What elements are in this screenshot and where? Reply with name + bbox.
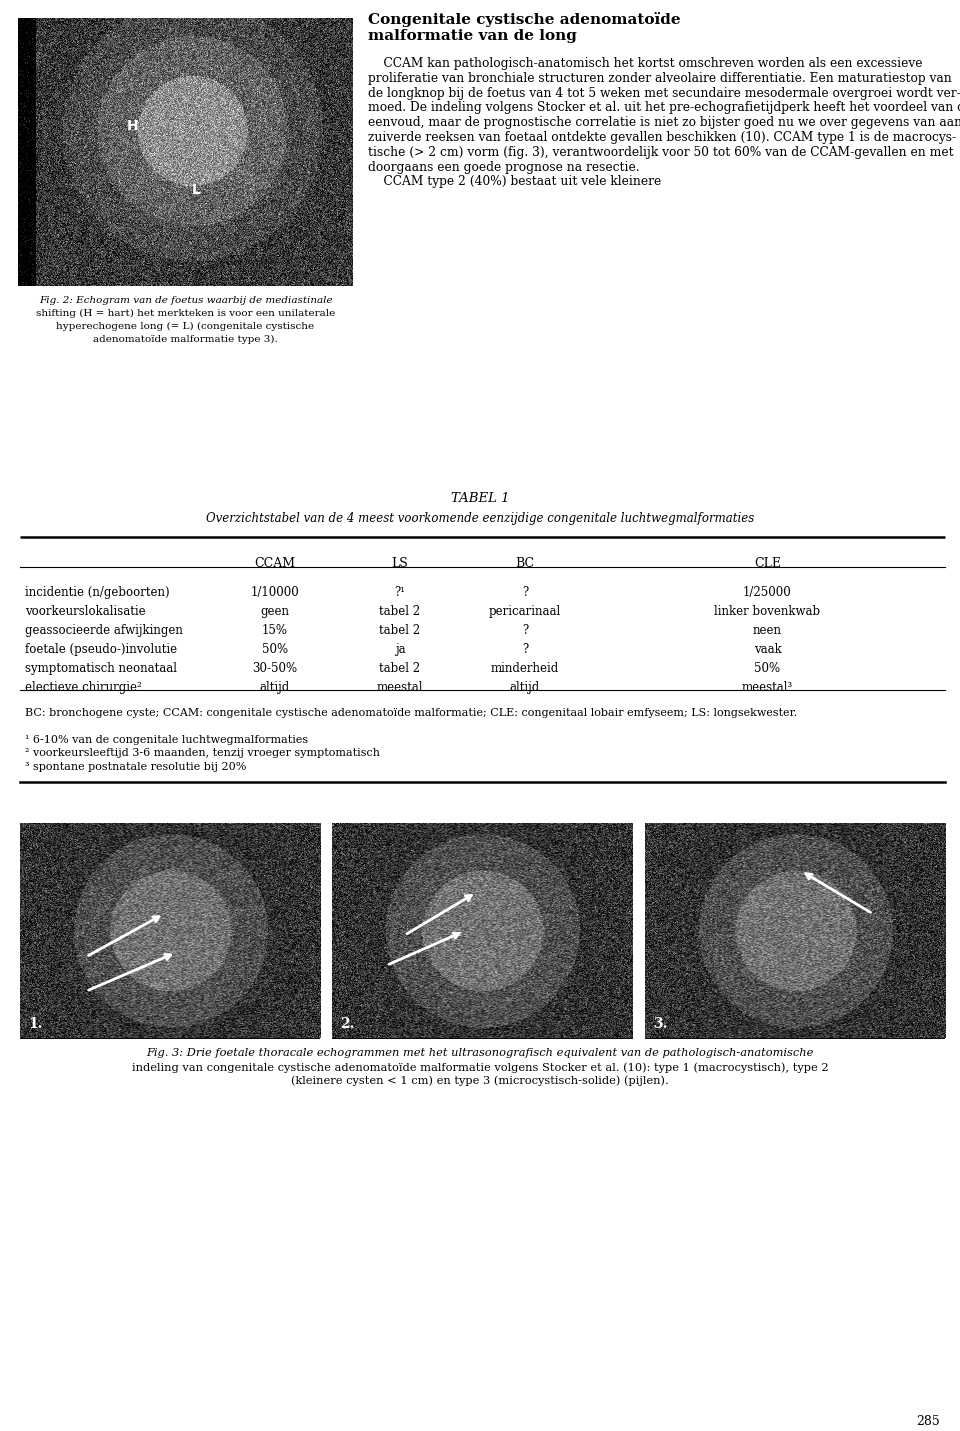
Text: indeling van congenitale cystische adenomatoïde malformatie volgens Stocker et a: indeling van congenitale cystische adeno… xyxy=(132,1062,828,1073)
Text: CLE: CLE xyxy=(754,557,781,570)
Text: moed. De indeling volgens Stocker et al. uit het pre-echografietijdperk heeft he: moed. De indeling volgens Stocker et al.… xyxy=(368,102,960,114)
Text: de longknop bij de foetus van 4 tot 5 weken met secundaire mesodermale overgroei: de longknop bij de foetus van 4 tot 5 we… xyxy=(368,87,960,100)
Text: 1/10000: 1/10000 xyxy=(251,587,300,600)
Bar xyxy=(645,823,945,1039)
Text: eenvoud, maar de prognostische correlatie is niet zo bijster goed nu we over geg: eenvoud, maar de prognostische correlati… xyxy=(368,116,960,129)
Text: ² voorkeursleeftijd 3-6 maanden, tenzij vroeger symptomatisch: ² voorkeursleeftijd 3-6 maanden, tenzij … xyxy=(25,748,380,758)
Text: geassocieerde afwijkingen: geassocieerde afwijkingen xyxy=(25,624,182,637)
Text: BC: bronchogene cyste; CCAM: congenitale cystische adenomatoïde malformatie; CLE: BC: bronchogene cyste; CCAM: congenitale… xyxy=(25,708,797,718)
Text: tische (> 2 cm) vorm (fig. 3), verantwoordelijk voor 50 tot 60% van de CCAM-geva: tische (> 2 cm) vorm (fig. 3), verantwoo… xyxy=(368,146,953,159)
Text: shifting (H = hart) het merkteken is voor een unilaterale: shifting (H = hart) het merkteken is voo… xyxy=(36,309,335,318)
Text: ?¹: ?¹ xyxy=(395,587,405,600)
Text: BC: BC xyxy=(516,557,535,570)
Text: malformatie van de long: malformatie van de long xyxy=(368,29,577,43)
Text: Overzichtstabel van de 4 meest voorkomende eenzijdige congenitale luchtwegmalfor: Overzichtstabel van de 4 meest voorkomen… xyxy=(205,512,755,525)
Text: neen: neen xyxy=(753,624,782,637)
Text: pericarinaal: pericarinaal xyxy=(489,605,562,618)
Text: tabel 2: tabel 2 xyxy=(379,605,420,618)
Text: incidentie (n/geboorten): incidentie (n/geboorten) xyxy=(25,587,170,600)
Text: Fig. 2: Echogram van de foetus waarbij de mediastinale: Fig. 2: Echogram van de foetus waarbij d… xyxy=(38,296,332,305)
Text: 1.: 1. xyxy=(28,1016,42,1030)
Text: Congenitale cystische adenomatoïde: Congenitale cystische adenomatoïde xyxy=(368,11,681,27)
Text: 50%: 50% xyxy=(262,643,288,655)
Text: 50%: 50% xyxy=(755,663,780,675)
Text: CCAM type 2 (40%) bestaat uit vele kleinere: CCAM type 2 (40%) bestaat uit vele klein… xyxy=(368,176,661,189)
Text: hyperechogene long (= L) (congenitale cystische: hyperechogene long (= L) (congenitale cy… xyxy=(57,322,315,331)
Text: symptomatisch neonataal: symptomatisch neonataal xyxy=(25,663,177,675)
Text: 285: 285 xyxy=(916,1415,940,1428)
Text: 30-50%: 30-50% xyxy=(252,663,298,675)
Text: meestal: meestal xyxy=(376,681,423,694)
Text: adenomatoïde malformatie type 3).: adenomatoïde malformatie type 3). xyxy=(93,335,277,343)
Bar xyxy=(18,19,353,286)
Bar xyxy=(332,823,633,1039)
Text: altijd: altijd xyxy=(510,681,540,694)
Text: vaak: vaak xyxy=(754,643,781,655)
Text: ?: ? xyxy=(522,624,528,637)
Text: 3.: 3. xyxy=(653,1016,667,1030)
Text: proliferatie van bronchiale structuren zonder alveolaire differentiatie. Een mat: proliferatie van bronchiale structuren z… xyxy=(368,72,951,84)
Text: minderheid: minderheid xyxy=(491,663,559,675)
Text: ³ spontane postnatale resolutie bij 20%: ³ spontane postnatale resolutie bij 20% xyxy=(25,761,247,771)
Text: CCAM: CCAM xyxy=(254,557,296,570)
Text: H: H xyxy=(127,119,139,133)
Text: LS: LS xyxy=(392,557,408,570)
Text: 1/25000: 1/25000 xyxy=(743,587,792,600)
Text: ?: ? xyxy=(522,643,528,655)
Text: electieve chirurgie²: electieve chirurgie² xyxy=(25,681,142,694)
Text: 2.: 2. xyxy=(341,1016,355,1030)
Text: ?: ? xyxy=(522,587,528,600)
Text: CCAM kan pathologisch-anatomisch het kortst omschreven worden als een excessieve: CCAM kan pathologisch-anatomisch het kor… xyxy=(368,57,923,70)
Text: foetale (pseudo-)involutie: foetale (pseudo-)involutie xyxy=(25,643,178,655)
Text: linker bovenkwab: linker bovenkwab xyxy=(714,605,821,618)
Text: voorkeurslokalisatie: voorkeurslokalisatie xyxy=(25,605,146,618)
Text: tabel 2: tabel 2 xyxy=(379,663,420,675)
Text: geen: geen xyxy=(260,605,290,618)
Text: ¹ 6-10% van de congenitale luchtwegmalformaties: ¹ 6-10% van de congenitale luchtwegmalfo… xyxy=(25,736,308,746)
Text: doorgaans een goede prognose na resectie.: doorgaans een goede prognose na resectie… xyxy=(368,160,639,173)
Text: L: L xyxy=(192,183,201,197)
Text: (kleinere cysten < 1 cm) en type 3 (microcystisch-solide) (pijlen).: (kleinere cysten < 1 cm) en type 3 (micr… xyxy=(291,1076,669,1086)
Bar xyxy=(20,823,321,1039)
Text: meestal³: meestal³ xyxy=(742,681,793,694)
Text: 15%: 15% xyxy=(262,624,288,637)
Text: Fig. 3: Drie foetale thoracale echogrammen met het ultrasonografisch equivalent : Fig. 3: Drie foetale thoracale echogramm… xyxy=(146,1049,814,1059)
Text: TABEL 1: TABEL 1 xyxy=(451,492,509,505)
Text: altijd: altijd xyxy=(260,681,290,694)
Text: tabel 2: tabel 2 xyxy=(379,624,420,637)
Text: zuiverde reeksen van foetaal ontdekte gevallen beschikken (10). CCAM type 1 is d: zuiverde reeksen van foetaal ontdekte ge… xyxy=(368,132,956,145)
Text: ja: ja xyxy=(395,643,405,655)
